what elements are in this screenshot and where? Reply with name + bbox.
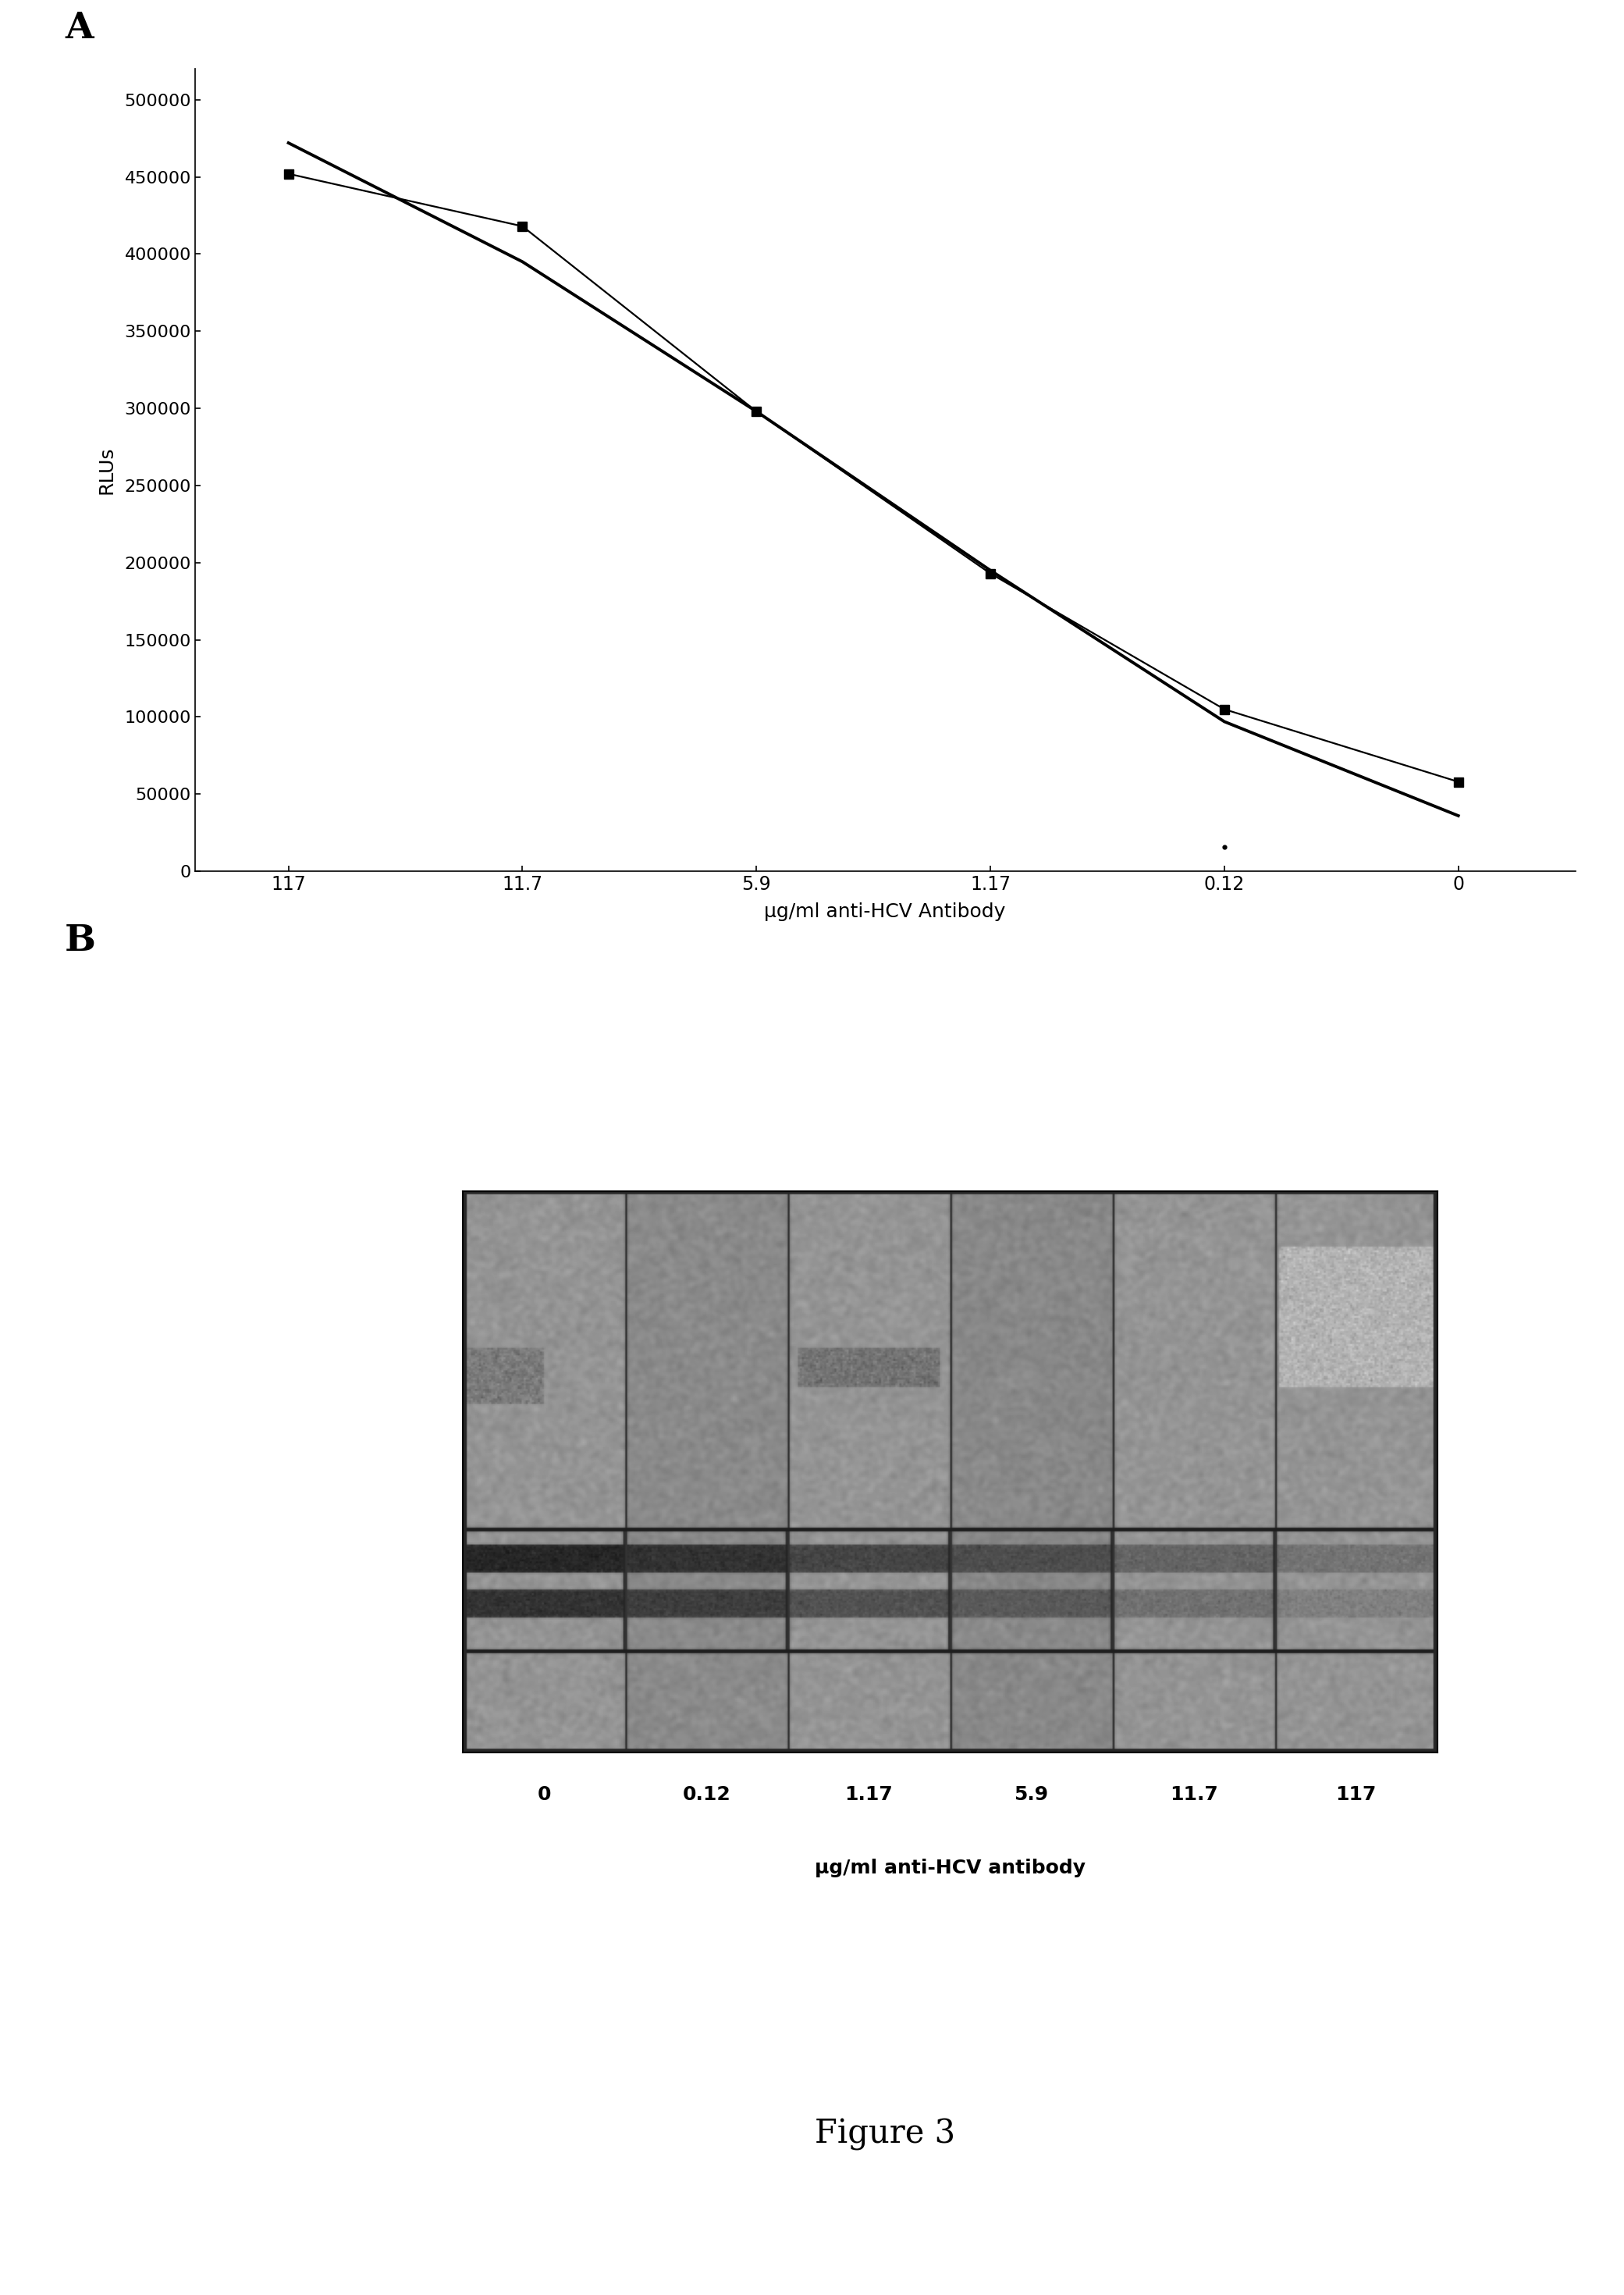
Text: 5.9: 5.9 [1013,1786,1049,1804]
Text: μg/ml anti-HCV antibody: μg/ml anti-HCV antibody [815,1859,1085,1877]
Text: 0: 0 [538,1786,551,1804]
Text: 11.7: 11.7 [1169,1786,1218,1804]
Text: 0.12: 0.12 [682,1786,731,1804]
Text: 1.17: 1.17 [844,1786,893,1804]
Text: B: B [65,923,96,959]
Text: 117: 117 [1335,1786,1377,1804]
X-axis label: μg/ml anti-HCV Antibody: μg/ml anti-HCV Antibody [765,902,1005,920]
Y-axis label: RLUs: RLUs [97,445,115,493]
Text: A: A [65,9,94,46]
Text: Figure 3: Figure 3 [815,2118,955,2150]
